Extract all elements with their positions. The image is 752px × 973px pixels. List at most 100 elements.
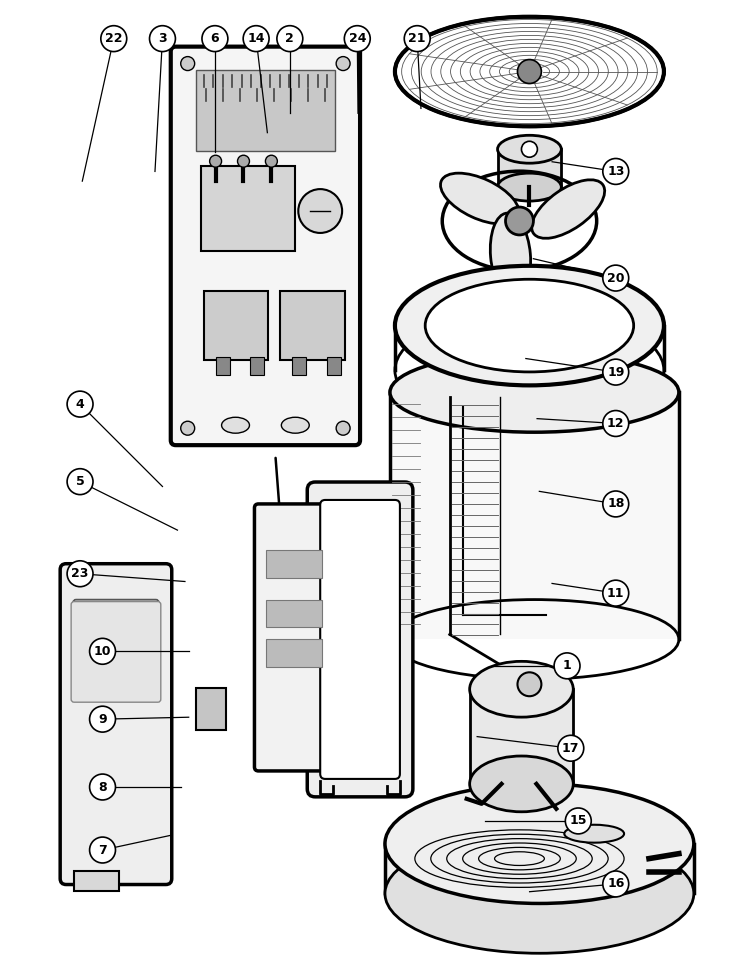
Text: 11: 11 [607, 587, 624, 599]
Text: 15: 15 [569, 814, 587, 827]
FancyBboxPatch shape [71, 601, 161, 703]
Text: 20: 20 [607, 271, 624, 284]
Text: 1: 1 [562, 660, 572, 672]
Circle shape [521, 141, 538, 158]
Ellipse shape [385, 784, 694, 904]
Circle shape [265, 156, 277, 167]
Ellipse shape [390, 352, 679, 432]
Circle shape [67, 560, 93, 587]
Ellipse shape [441, 173, 519, 224]
Text: 22: 22 [105, 32, 123, 45]
FancyBboxPatch shape [308, 482, 413, 797]
Text: 2: 2 [286, 32, 294, 45]
Text: 21: 21 [408, 32, 426, 45]
Bar [498, 149, 561, 187]
FancyBboxPatch shape [60, 563, 171, 884]
Circle shape [603, 871, 629, 897]
FancyBboxPatch shape [196, 688, 226, 730]
Bar [266, 639, 322, 667]
Bar [196, 69, 335, 151]
FancyBboxPatch shape [320, 500, 400, 779]
Bar [204, 291, 268, 360]
Circle shape [101, 25, 127, 52]
Circle shape [180, 421, 195, 435]
FancyBboxPatch shape [254, 504, 334, 771]
Circle shape [202, 25, 228, 52]
Text: 3: 3 [158, 32, 167, 45]
Bar [293, 357, 306, 376]
Text: 13: 13 [607, 165, 624, 178]
Circle shape [566, 808, 591, 834]
Ellipse shape [490, 213, 531, 298]
Ellipse shape [281, 417, 309, 433]
Bar [470, 689, 573, 784]
Circle shape [603, 580, 629, 606]
Bar [390, 392, 679, 639]
Circle shape [238, 156, 250, 167]
Text: 12: 12 [607, 417, 624, 430]
Circle shape [150, 25, 175, 52]
Circle shape [505, 207, 533, 234]
Bar [266, 599, 322, 628]
Circle shape [603, 159, 629, 185]
Ellipse shape [395, 266, 664, 385]
Bar [216, 357, 229, 376]
Text: 5: 5 [76, 475, 84, 488]
Text: 23: 23 [71, 567, 89, 580]
Circle shape [554, 653, 580, 679]
Bar [327, 357, 341, 376]
Text: 17: 17 [562, 741, 580, 755]
Ellipse shape [470, 756, 573, 811]
Text: 8: 8 [99, 780, 107, 794]
Ellipse shape [498, 173, 561, 201]
Circle shape [405, 25, 430, 52]
Ellipse shape [532, 180, 605, 238]
Bar [74, 871, 119, 890]
Bar [280, 291, 345, 360]
Circle shape [336, 421, 350, 435]
Text: 10: 10 [94, 645, 111, 658]
Circle shape [89, 837, 116, 863]
Circle shape [603, 411, 629, 437]
Ellipse shape [385, 834, 694, 954]
Circle shape [336, 56, 350, 70]
Text: 19: 19 [607, 366, 624, 378]
Circle shape [210, 156, 222, 167]
Bar [266, 550, 322, 578]
Text: 16: 16 [607, 878, 624, 890]
Text: 6: 6 [211, 32, 220, 45]
Text: 14: 14 [247, 32, 265, 45]
Ellipse shape [425, 279, 634, 372]
Circle shape [603, 359, 629, 385]
Text: 24: 24 [348, 32, 366, 45]
FancyBboxPatch shape [171, 47, 360, 446]
Text: 7: 7 [99, 844, 107, 856]
Circle shape [67, 391, 93, 417]
FancyBboxPatch shape [73, 599, 159, 647]
Ellipse shape [498, 135, 561, 163]
Bar [250, 357, 265, 376]
Text: 18: 18 [607, 497, 624, 511]
Ellipse shape [564, 825, 624, 843]
Bar [201, 166, 296, 251]
Bar [385, 844, 694, 893]
Circle shape [603, 265, 629, 291]
Circle shape [344, 25, 370, 52]
Circle shape [277, 25, 303, 52]
Circle shape [243, 25, 269, 52]
Circle shape [180, 56, 195, 70]
Circle shape [558, 736, 584, 761]
Text: 4: 4 [76, 398, 84, 411]
Circle shape [89, 638, 116, 665]
Text: 9: 9 [99, 712, 107, 726]
Ellipse shape [470, 662, 573, 717]
Ellipse shape [395, 17, 664, 126]
Circle shape [89, 775, 116, 800]
Circle shape [517, 59, 541, 84]
Ellipse shape [222, 417, 250, 433]
Circle shape [603, 491, 629, 517]
Circle shape [299, 189, 342, 233]
Circle shape [67, 469, 93, 494]
Circle shape [89, 706, 116, 732]
Circle shape [517, 672, 541, 697]
